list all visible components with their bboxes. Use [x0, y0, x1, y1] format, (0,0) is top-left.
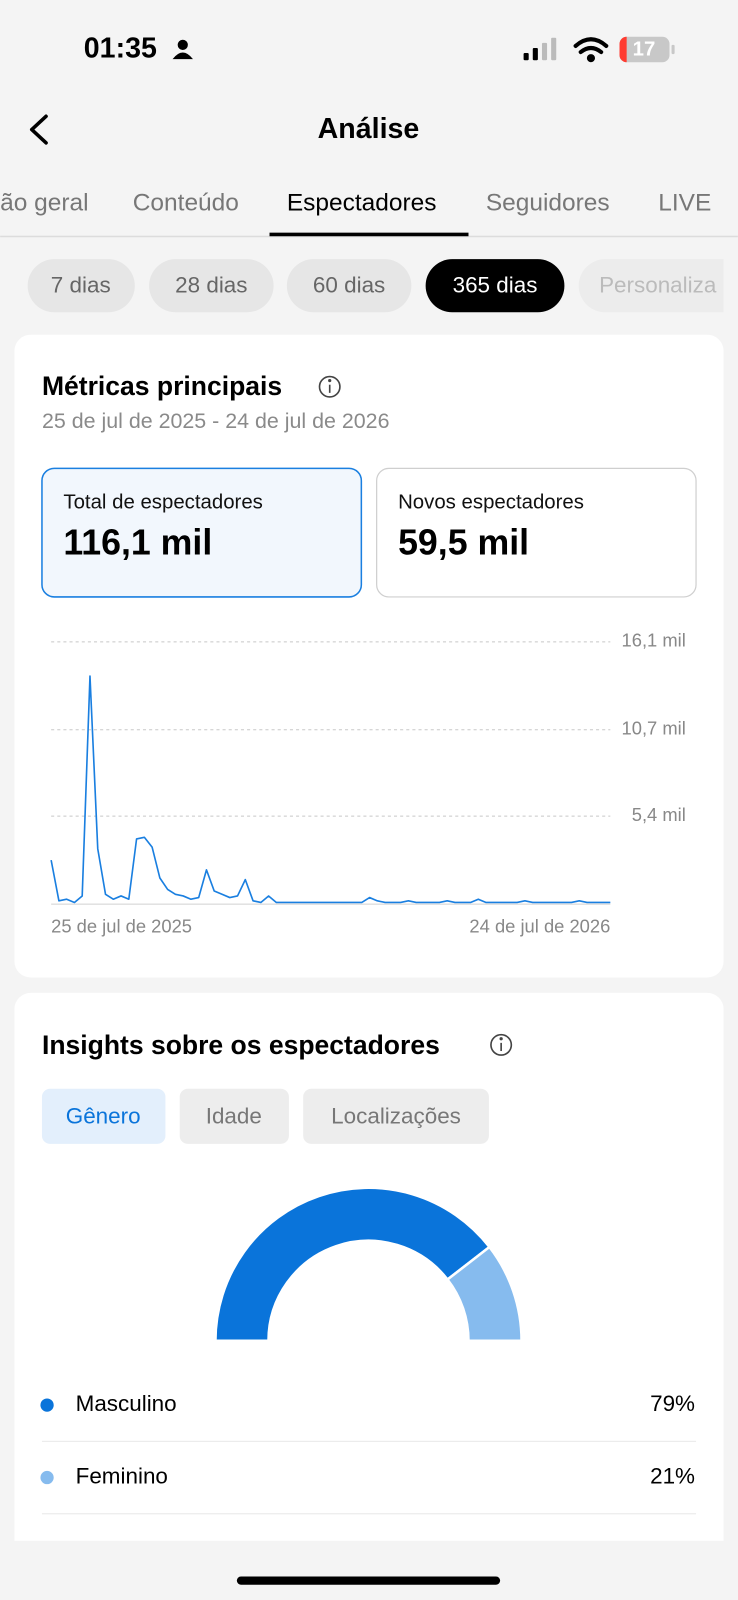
- person-icon: [172, 39, 193, 60]
- card-title: Insights sobre os espectadores: [42, 1030, 440, 1060]
- chip-label: 28 dias: [175, 273, 247, 298]
- legend-value: 79%: [650, 1391, 695, 1416]
- date-range: 25 de jul de 2025 - 24 de jul de 2026: [42, 409, 390, 433]
- filter-label: Gênero: [66, 1103, 141, 1128]
- period-chips: 7 dias 28 dias 60 dias 365 dias Personal…: [27, 259, 738, 313]
- filter-active[interactable]: [41, 1088, 166, 1144]
- tab[interactable]: Seguidores: [486, 190, 610, 217]
- card-title: Métricas principais: [42, 371, 282, 401]
- chip-label: 60 dias: [313, 273, 385, 298]
- battery-level: 17: [633, 38, 656, 60]
- insights-card: [14, 992, 724, 1600]
- chip[interactable]: [27, 259, 135, 313]
- tab[interactable]: LIVE: [658, 190, 711, 217]
- x-axis-label: 25 de jul de 2025: [51, 915, 192, 936]
- info-icon[interactable]: [318, 375, 341, 398]
- home-indicator: [236, 1576, 501, 1585]
- legend-value: 21%: [650, 1463, 695, 1488]
- wifi-icon: [573, 37, 609, 63]
- y-tick-label: 16,1 mil: [622, 630, 686, 651]
- info-icon[interactable]: [490, 1033, 513, 1056]
- y-tick-label: 10,7 mil: [622, 718, 686, 739]
- metric-card[interactable]: [376, 467, 697, 598]
- chip-active[interactable]: [425, 259, 565, 313]
- filter[interactable]: [303, 1088, 489, 1144]
- row-divider: [41, 1440, 697, 1442]
- legend-label: Masculino: [76, 1391, 177, 1416]
- bottom-bar: [0, 1540, 738, 1600]
- tab-active[interactable]: Espectadores: [287, 190, 437, 217]
- chip[interactable]: [578, 259, 738, 313]
- row-divider: [41, 1513, 697, 1515]
- battery-icon: 17: [619, 36, 675, 63]
- donut-segment: [214, 1186, 492, 1343]
- x-axis-label: 24 de jul de 2026: [469, 915, 610, 936]
- filter[interactable]: [179, 1088, 289, 1144]
- chip-label: 365 dias: [453, 273, 538, 298]
- tab[interactable]: Conteúdo: [133, 190, 239, 217]
- back-button[interactable]: [29, 114, 48, 145]
- legend-dot: [40, 1470, 54, 1485]
- chip[interactable]: [286, 259, 412, 313]
- tab[interactable]: ão geral: [0, 190, 88, 217]
- donut-segment: [445, 1245, 523, 1343]
- metric-label: Novos espectadores: [398, 491, 584, 513]
- line-series: [50, 675, 611, 904]
- donut-chart: Masculino 79% Feminino 21%: [40, 1186, 697, 1515]
- metric-card-active[interactable]: [41, 467, 363, 598]
- legend-dot: [40, 1398, 54, 1412]
- chip-label: 7 dias: [51, 273, 111, 298]
- y-tick-label: 5,4 mil: [632, 804, 686, 825]
- filter-label: Localizações: [331, 1103, 461, 1128]
- metric-value: 59,5 mil: [398, 522, 529, 562]
- metric-value: 116,1 mil: [63, 522, 212, 562]
- tab-underline: [269, 232, 469, 237]
- line-chart: 5,4 mil 10,7 mil 16,1 mil 25 de jul de 2025…: [50, 630, 686, 936]
- chip-label: Personaliza: [599, 273, 717, 298]
- chip[interactable]: [149, 259, 274, 313]
- metric-label: Total de espectadores: [63, 491, 263, 513]
- legend-label: Feminino: [76, 1463, 168, 1488]
- filter-label: Idade: [206, 1103, 262, 1128]
- signal-icon: [523, 37, 557, 61]
- tab-divider: [0, 235, 738, 238]
- status-time: 01:35: [84, 33, 157, 65]
- page-title: Análise: [318, 113, 420, 145]
